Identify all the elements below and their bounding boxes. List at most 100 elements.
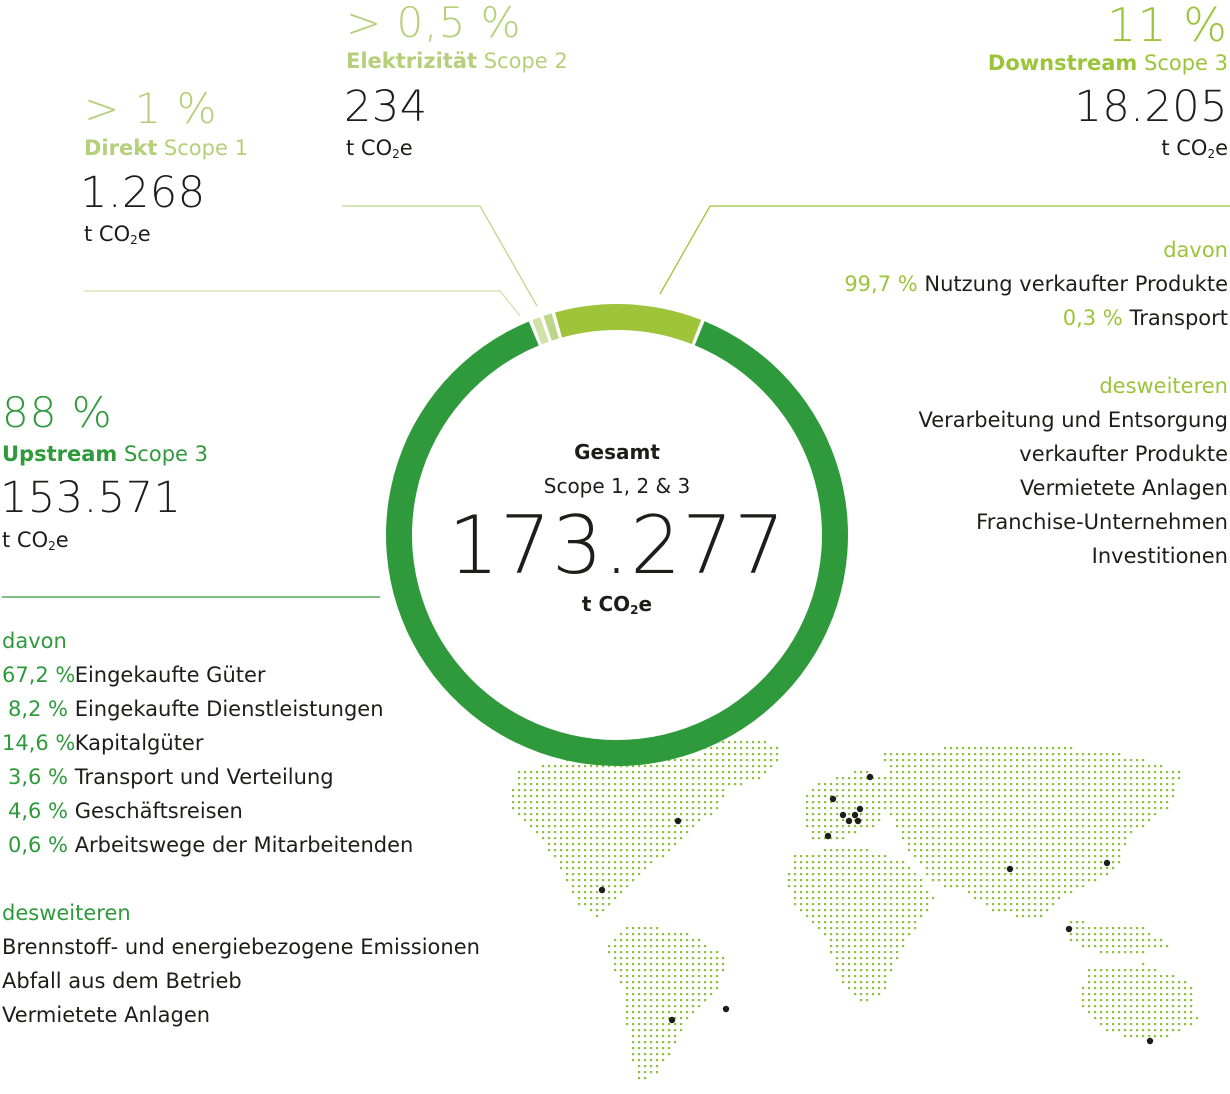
map-dot: [644, 783, 647, 786]
map-dot: [1088, 753, 1091, 756]
map-dot: [656, 855, 659, 858]
map-dot: [1028, 915, 1031, 918]
map-dot: [1046, 777, 1049, 780]
map-dot: [1004, 759, 1007, 762]
map-dot: [908, 789, 911, 792]
map-dot: [962, 825, 965, 828]
map-dot: [1046, 819, 1049, 822]
map-dot: [704, 999, 707, 1002]
map-dot: [998, 873, 1001, 876]
map-dot: [698, 939, 701, 942]
map-dot: [638, 831, 641, 834]
map-dot: [1064, 831, 1067, 834]
map-dot: [638, 819, 641, 822]
map-dot: [716, 795, 719, 798]
map-dot: [1118, 945, 1121, 948]
map-dot: [842, 939, 845, 942]
downstream-name: Downstream: [987, 51, 1138, 75]
map-dot: [1130, 819, 1133, 822]
map-dot: [1100, 843, 1103, 846]
map-dot: [596, 867, 599, 870]
map-dot: [866, 981, 869, 984]
donut-segment-downstream: [555, 304, 702, 345]
map-dot: [674, 1035, 677, 1038]
map-dot: [1112, 771, 1115, 774]
map-dot: [650, 1065, 653, 1068]
map-dot: [1022, 783, 1025, 786]
map-dot: [854, 885, 857, 888]
map-dot: [1154, 1005, 1157, 1008]
downstream-further-item: Vermietete Anlagen: [1019, 476, 1228, 500]
map-dot: [1124, 1017, 1127, 1020]
map-dot: [866, 999, 869, 1002]
map-dot: [1112, 831, 1115, 834]
map-dot: [836, 867, 839, 870]
map-dot: [716, 783, 719, 786]
map-dot: [548, 801, 551, 804]
map-dot: [1154, 789, 1157, 792]
map-dot: [836, 969, 839, 972]
map-dot: [626, 789, 629, 792]
map-dot: [1106, 855, 1109, 858]
map-dot: [1028, 819, 1031, 822]
map-dot: [890, 813, 893, 816]
map-dot: [1046, 771, 1049, 774]
map-dot: [1100, 867, 1103, 870]
map-dot: [596, 903, 599, 906]
map-dot: [1028, 903, 1031, 906]
map-dot: [578, 795, 581, 798]
map-dot: [668, 987, 671, 990]
map-dot: [1130, 939, 1133, 942]
map-dot: [668, 1017, 671, 1020]
map-dot: [608, 855, 611, 858]
map-dot: [608, 843, 611, 846]
map-dot: [632, 813, 635, 816]
map-dot: [1124, 789, 1127, 792]
map-dot: [710, 801, 713, 804]
map-dot: [1010, 747, 1013, 750]
map-dot: [1058, 879, 1061, 882]
map-dot: [626, 993, 629, 996]
map-dot: [674, 993, 677, 996]
map-dot: [866, 825, 869, 828]
map-dot: [884, 969, 887, 972]
map-dot: [824, 849, 827, 852]
map-dot: [644, 933, 647, 936]
map-dot: [1100, 927, 1103, 930]
map-dot: [818, 801, 821, 804]
map-dot: [716, 759, 719, 762]
map-dot: [1172, 789, 1175, 792]
map-dot: [662, 1011, 665, 1014]
map-dot: [572, 861, 575, 864]
map-dot: [842, 783, 845, 786]
map-dot: [1124, 975, 1127, 978]
map-dot: [860, 897, 863, 900]
map-dot: [572, 765, 575, 768]
map-dot: [1010, 855, 1013, 858]
map-dot: [614, 849, 617, 852]
map-dot: [656, 849, 659, 852]
map-dot: [578, 789, 581, 792]
map-dot: [896, 927, 899, 930]
location-marker: [839, 811, 847, 819]
map-dot: [638, 1077, 641, 1080]
map-dot: [1112, 1023, 1115, 1026]
map-dot: [1070, 861, 1073, 864]
connector-scope1: [84, 290, 521, 317]
map-dot: [896, 933, 899, 936]
map-dot: [986, 825, 989, 828]
map-dot: [836, 915, 839, 918]
map-dot: [704, 945, 707, 948]
map-dot: [806, 903, 809, 906]
map-dot: [1010, 861, 1013, 864]
map-dot: [1154, 1023, 1157, 1026]
map-dot: [836, 873, 839, 876]
map-dot: [884, 897, 887, 900]
map-dot: [788, 885, 791, 888]
map-dot: [554, 795, 557, 798]
map-dot: [878, 861, 881, 864]
map-dot: [1082, 855, 1085, 858]
map-dot: [1130, 1017, 1133, 1020]
map-dot: [1082, 801, 1085, 804]
map-dot: [1076, 777, 1079, 780]
